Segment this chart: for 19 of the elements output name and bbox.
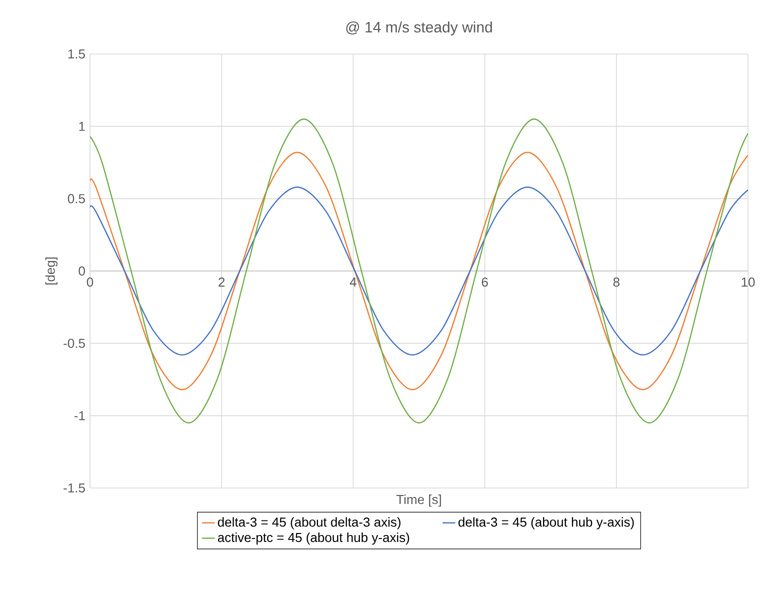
y-tick-label: -1: [74, 411, 85, 420]
chart-title: @ 14 m/s steady wind: [346, 21, 492, 36]
y-tick-label: 1: [79, 122, 85, 131]
x-tick-label: 8: [613, 278, 620, 287]
legend-label: delta-3 = 45 (about delta-3 axis): [218, 517, 400, 530]
y-tick-label: 0: [78, 266, 85, 276]
x-axis-title: Time [s]: [396, 494, 441, 507]
y-tick-label: -1.5: [64, 483, 85, 493]
x-tick-label: 10: [742, 278, 755, 287]
x-tick-label: 4: [350, 278, 356, 286]
y-axis-title: [deg]: [45, 257, 58, 285]
x-tick-label: 6: [482, 278, 488, 287]
legend-label: active-ptc = 45 (about hub y-axis): [218, 532, 410, 545]
y-tick-label: 1.5: [68, 49, 85, 59]
x-tick-label: 2: [218, 278, 225, 287]
y-tick-label: -0.5: [64, 338, 85, 348]
y-tick-label: 0.5: [68, 194, 85, 204]
x-tick-label: 0: [86, 278, 94, 287]
legend-label: delta-3 = 45 (about hub y-axis): [458, 517, 634, 530]
